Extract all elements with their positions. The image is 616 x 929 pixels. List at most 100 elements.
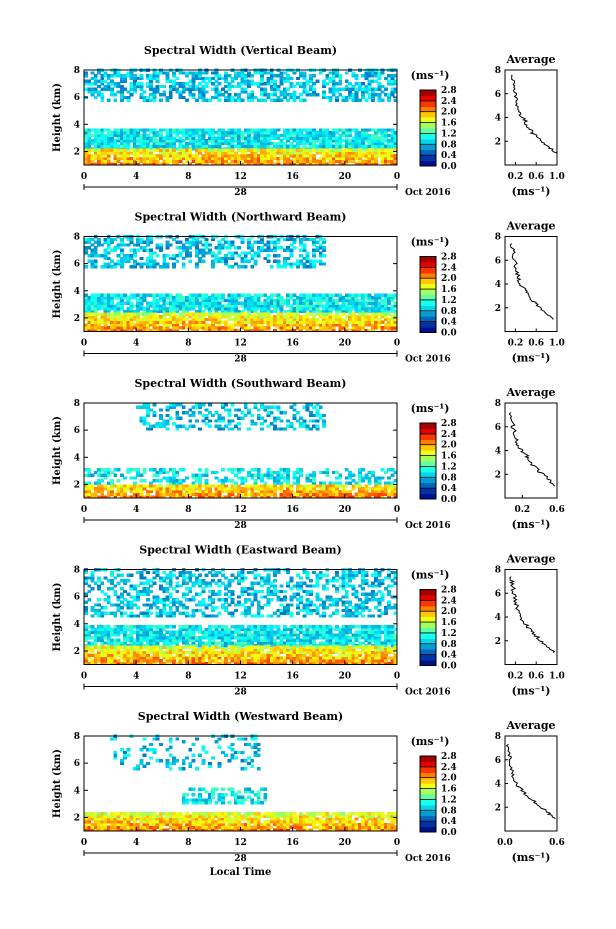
heatmap-cell [116,254,121,258]
heatmap-cell [240,131,245,135]
heatmap-cell [227,487,232,491]
heatmap-cell [178,489,183,494]
heatmap-cell [234,323,238,327]
heatmap-cell [286,320,290,324]
heatmap-cell [380,84,385,89]
colorbar-swatch [420,144,436,151]
heatmap-cell [129,600,134,604]
heatmap-cell [188,408,193,412]
heatmap-cell [243,489,248,494]
heatmap-cell [84,139,88,143]
heatmap-cell [93,248,98,252]
heatmap-cell [97,611,101,615]
heatmap-cell [84,74,88,78]
heatmap-cell [159,304,163,308]
heatmap-cell [224,307,229,311]
heatmap-cell [348,141,352,146]
heatmap-cell [132,162,137,166]
heatmap-cell [237,136,242,140]
heatmap-cell [217,136,222,140]
heatmap-cell [256,416,261,420]
heatmap-cell [230,136,235,140]
heatmap-cell [175,584,180,588]
heatmap-cell [286,139,290,143]
heatmap-cell [159,408,163,412]
heatmap-cell [185,133,189,138]
heatmap-cell [214,570,219,575]
heatmap-cell [341,307,346,311]
heatmap-cell [377,309,382,314]
heatmap-cell [106,328,111,333]
heatmap-cell [344,468,349,472]
heatmap-cell [361,74,365,78]
heatmap-cell [282,476,287,480]
heatmap-cell [123,254,127,258]
heatmap-cell [165,148,170,152]
heatmap-cell [165,603,170,607]
heatmap-cell [322,128,326,132]
heatmap-cell [240,323,245,327]
heatmap-cell [175,608,180,613]
heatmap-cell [393,479,398,483]
heatmap-cell [172,489,176,494]
heatmap-cell [116,606,121,610]
heatmap-cell [263,128,268,132]
heatmap-cell [165,307,170,311]
heatmap-cell [165,293,170,297]
heatmap-cell [351,298,356,303]
heatmap-cell [185,495,189,499]
heatmap-cell [214,93,219,97]
heatmap-cell [282,479,287,483]
heatmap-cell [217,98,222,102]
heatmap-cell [318,139,323,143]
heatmap-cell [390,90,395,94]
heatmap-cell [162,326,167,330]
x-tick-label: 16 [286,172,299,182]
heatmap-cell [165,573,170,577]
heatmap-cell [87,139,92,143]
heatmap-cell [390,148,395,152]
heatmap-cell [162,323,167,327]
heatmap-cell [357,151,362,155]
heatmap-cell [113,312,118,316]
heatmap-cell [136,312,141,316]
heatmap-cell [116,131,121,135]
heatmap-cell [198,87,202,91]
heatmap-cell [145,144,150,148]
heatmap-cell [119,592,124,596]
x-tick-label: 12 [234,505,247,515]
heatmap-cell [129,128,134,132]
heatmap-cell [204,144,209,148]
heatmap-cell [126,162,131,166]
heatmap-cell [119,79,124,83]
heatmap-cell [97,481,101,485]
heatmap-cell [318,328,323,333]
heatmap-cell [211,592,216,596]
heatmap-cell [126,71,131,75]
heatmap-cell [214,144,219,148]
heatmap-cell [322,495,326,499]
heatmap-cell [227,413,232,418]
heatmap-cell [136,136,141,140]
heatmap-cell [370,298,375,303]
heatmap-cell [191,581,196,585]
heatmap-cell [204,326,209,330]
heatmap-cell [178,468,183,472]
heatmap-cell [390,307,395,311]
heatmap-cell [97,608,101,613]
heatmap-cell [309,301,313,305]
heatmap-cell [136,141,141,146]
heatmap-cell [380,141,385,146]
heatmap-cell [132,484,137,488]
heatmap-cell [305,489,310,494]
heatmap-cell [256,408,261,412]
heatmap-cell [162,579,167,583]
heatmap-cell [328,136,333,140]
heatmap-cell [211,136,216,140]
heatmap-cell [247,492,251,496]
heatmap-cell [309,262,313,266]
heatmap-cell [289,317,294,322]
heatmap-cell [113,317,118,322]
heatmap-cell [126,259,131,263]
